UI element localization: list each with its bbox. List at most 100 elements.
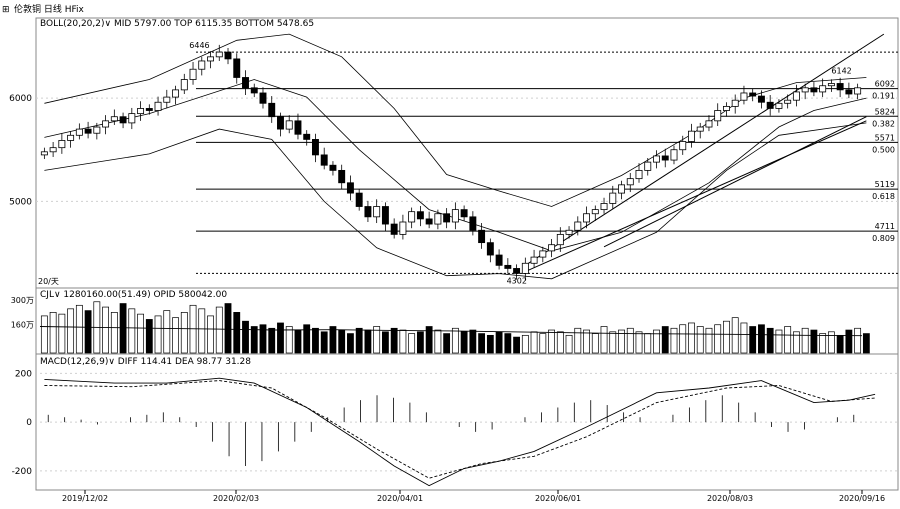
volume-bar [294, 329, 302, 354]
candle-body [399, 221, 407, 235]
low-price-label: 4302 [507, 276, 527, 285]
candle-body [731, 99, 739, 107]
fib-price-label: 6092 [875, 80, 895, 89]
volume-bar [320, 331, 328, 354]
volume-bar [408, 333, 416, 354]
volume-bar [40, 315, 48, 354]
candle-body [84, 128, 92, 134]
candle-body [128, 113, 136, 124]
volume-bar [644, 333, 652, 354]
candle-body [810, 87, 818, 93]
volume-bar [556, 331, 564, 354]
candle-body [451, 209, 459, 223]
candle-body [110, 116, 118, 122]
candle-body [478, 229, 486, 244]
volume-bar [827, 331, 835, 354]
volume-bar [443, 333, 451, 354]
volume-bar [653, 329, 660, 354]
x-tick-label: 2020/02/03 [213, 494, 259, 503]
candle-body [504, 264, 512, 269]
volume-bar [128, 308, 136, 354]
volume-bar [145, 319, 153, 354]
volume-bar [259, 324, 267, 354]
volume-bar [819, 333, 827, 354]
candle-body [714, 110, 722, 122]
candle-body [626, 178, 634, 186]
volume-bar [740, 322, 748, 354]
candle-body [574, 221, 582, 231]
macd-indicator-header[interactable]: MACD(12,26,9)∨ DIFF 114.41 DEA 98.77 31.… [40, 357, 251, 367]
candle-body [845, 89, 853, 95]
volume-bar [119, 303, 127, 354]
volume-panel: 300万 160万 [11, 296, 870, 354]
volume-bar [347, 333, 354, 354]
candle-body [644, 161, 652, 171]
volume-bar [250, 326, 258, 354]
candle-body [443, 213, 451, 223]
x-tick-label: 2020/06/01 [535, 494, 581, 503]
main-panel-frame [35, 17, 899, 289]
boll-lower-band [44, 122, 867, 280]
candle-body [67, 134, 75, 141]
volume-bar [399, 329, 407, 354]
volume-bar [793, 331, 800, 354]
volume-bar [661, 326, 669, 354]
candle-body [819, 85, 827, 93]
candle-body [93, 126, 101, 134]
volume-bar [810, 329, 818, 354]
volume-bar [425, 326, 433, 354]
volume-bar [110, 312, 118, 354]
volume-bar [609, 331, 617, 354]
volume-bar [451, 327, 459, 354]
candle-body [600, 203, 608, 211]
last-high-label: 6142 [831, 66, 851, 75]
volume-bar [390, 327, 398, 354]
candle-body [688, 130, 695, 142]
volume-indicator-header[interactable]: CJL∨ 1280160.00(51.49) OPID 580042.00 [40, 290, 227, 300]
volume-bar [434, 329, 442, 354]
candle-body [180, 79, 188, 91]
candle-body [242, 77, 249, 89]
volume-bar [268, 327, 276, 354]
boll-indicator-header[interactable]: BOLL(20,20,2)∨ MID 5797.00 TOP 6115.35 B… [40, 19, 314, 29]
candle-body [58, 140, 66, 149]
candle-body [373, 206, 381, 218]
candle-body [635, 169, 643, 180]
candle-body [163, 96, 171, 103]
candle-body [749, 92, 757, 97]
candle-body [705, 120, 713, 128]
candle-body [102, 120, 110, 128]
volume-bar [303, 324, 311, 354]
volume-bar [49, 312, 57, 354]
title-bar-icon: ⊞ [2, 5, 10, 15]
candle-body [346, 182, 354, 194]
volume-bar [154, 315, 162, 354]
fib-ratio-label: 0.618 [872, 192, 895, 201]
volume-bar [198, 308, 206, 354]
candle-body [434, 213, 442, 225]
volume-bar [75, 304, 83, 354]
candle-body [757, 95, 765, 103]
volume-bar [583, 329, 590, 354]
volume-bar [530, 331, 538, 354]
volume-bar [626, 327, 634, 354]
candle-body [268, 102, 276, 118]
volume-bar [565, 334, 573, 354]
volume-bar [102, 306, 109, 354]
candle-body [801, 87, 809, 93]
volume-bar [486, 334, 494, 354]
open-interest-line [39, 326, 863, 337]
candle-body [486, 242, 494, 256]
volume-bar [460, 331, 468, 354]
volume-bar [714, 324, 722, 354]
volume-bar [312, 327, 319, 354]
fib-price-label: 5571 [875, 133, 895, 142]
volume-bar [548, 329, 555, 354]
trend-channel-line [525, 33, 885, 266]
volume-bar [338, 329, 346, 354]
fib-ratio-label: 0.382 [872, 119, 895, 128]
volume-bar [329, 326, 337, 354]
candle-body [740, 92, 748, 101]
